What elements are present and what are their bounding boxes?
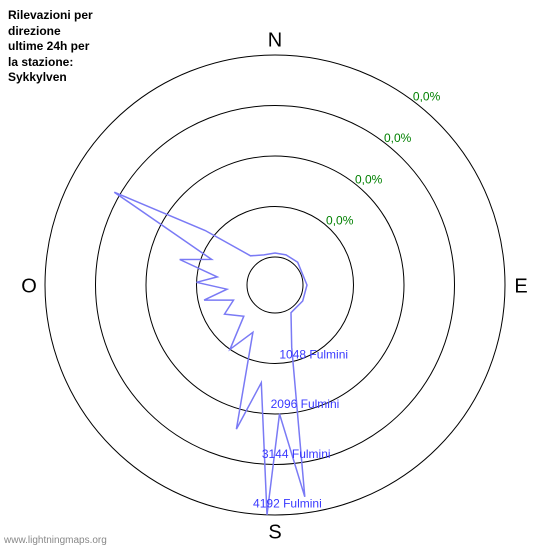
chart-title: Rilevazioni per direzione ultime 24h per… — [8, 8, 93, 86]
ring-label-count: 2096 Fulmini — [271, 397, 340, 411]
ring-label-count: 3144 Fulmini — [262, 447, 331, 461]
grid-ring — [146, 156, 404, 414]
ring-label-count: 1048 Fulmini — [279, 347, 348, 361]
grid-ring — [197, 207, 354, 364]
ring-label-count: 4192 Fulmini — [253, 497, 322, 511]
ring-label-pct: 0,0% — [355, 172, 383, 186]
compass-w: O — [21, 275, 37, 297]
ring-label-pct: 0,0% — [413, 90, 441, 104]
compass-n: N — [268, 29, 282, 51]
compass-s: S — [268, 521, 281, 543]
ring-label-pct: 0,0% — [326, 214, 354, 228]
inner-circle — [247, 257, 303, 313]
compass-e: E — [514, 275, 527, 297]
ring-label-pct: 0,0% — [384, 131, 412, 145]
